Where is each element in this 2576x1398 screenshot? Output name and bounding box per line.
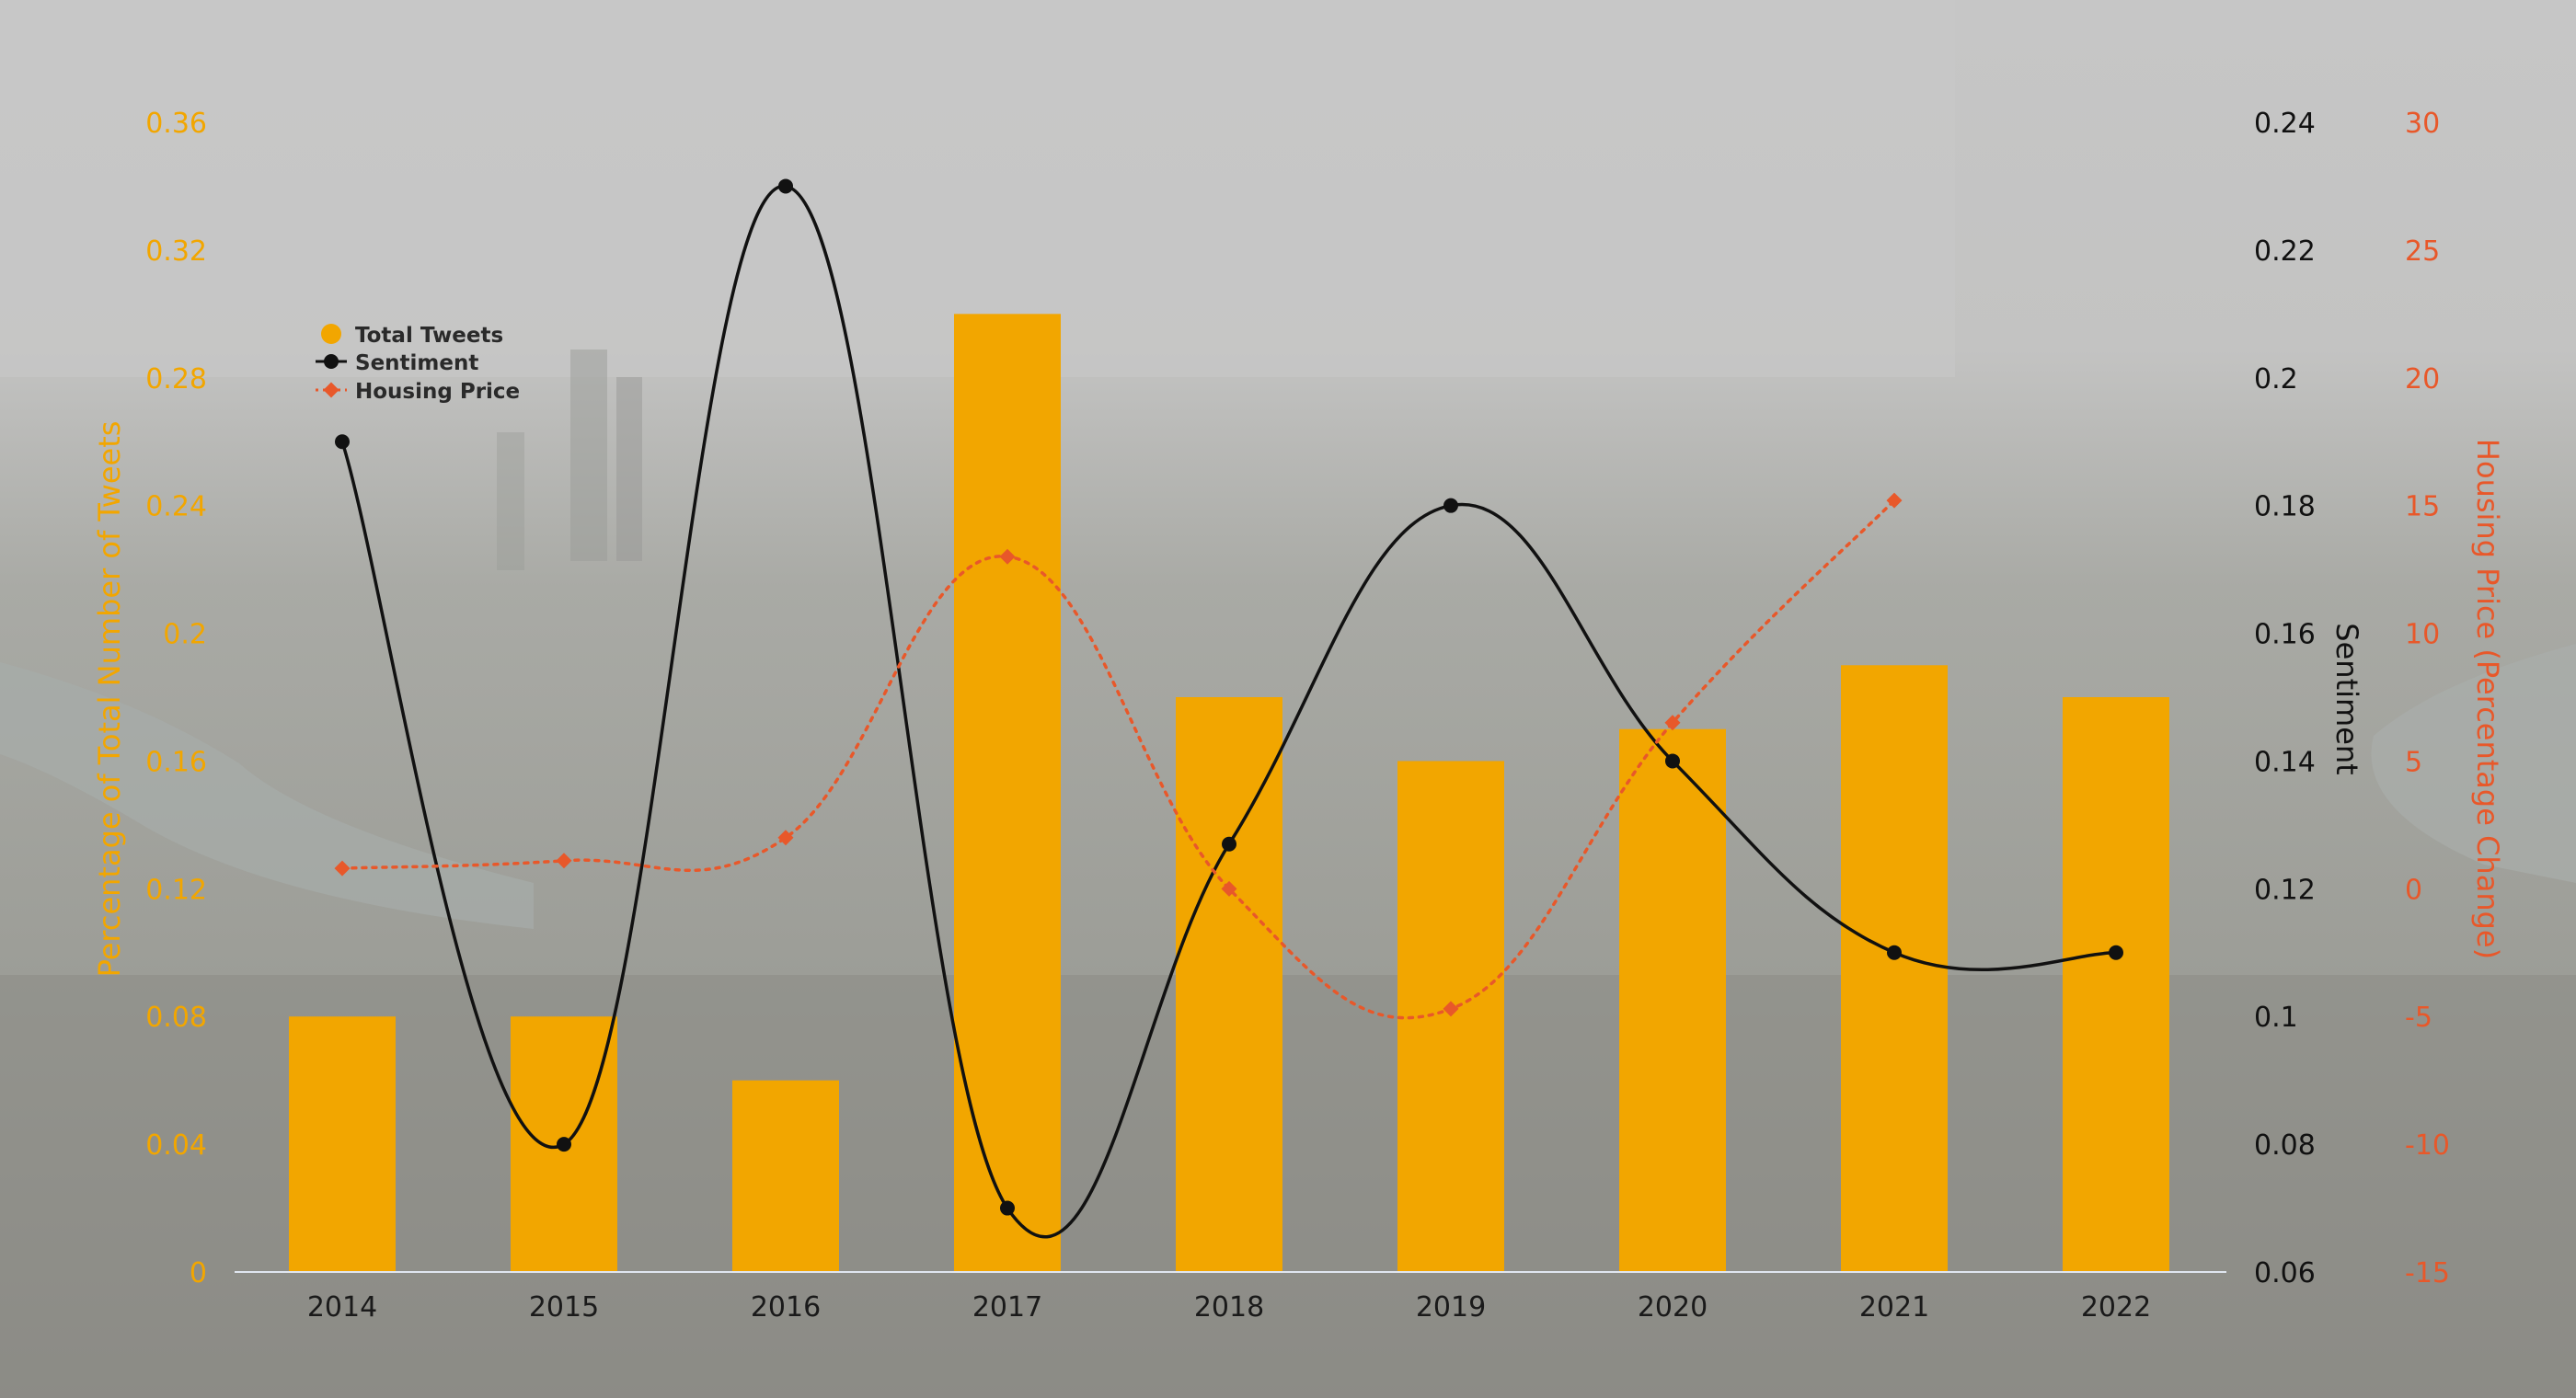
housing-point-2018 — [1221, 880, 1237, 897]
housing-price-points — [334, 492, 1903, 1017]
left-axis-ticks: 0 0.04 0.08 0.12 0.16 0.2 0.24 0.28 0.32 0.36 — [145, 108, 207, 1289]
sentiment-tick-label: 0.14 — [2254, 746, 2316, 778]
sentiment-point-2019 — [1443, 498, 1458, 513]
left-tick-label: 0.32 — [145, 235, 207, 268]
housing-price-line — [340, 498, 1896, 1020]
legend-sentiment-marker — [324, 354, 339, 369]
housing-point-2014 — [334, 860, 351, 877]
sentiment-tick-label: 0.1 — [2254, 1002, 2298, 1034]
x-axis-ticks: 2014 2015 2016 2017 2018 2019 2020 2021 2022 — [307, 1291, 2151, 1324]
housing-tick-label: 10 — [2405, 619, 2440, 651]
x-tick-label: 2017 — [972, 1291, 1042, 1324]
x-tick-label: 2018 — [1194, 1291, 1264, 1324]
housing-point-2021 — [1886, 492, 1903, 509]
sentiment-tick-label: 0.06 — [2254, 1257, 2316, 1289]
housing-tick-label: 30 — [2405, 108, 2440, 140]
left-tick-label: 0.36 — [145, 108, 207, 140]
housing-tick-label: 0 — [2405, 874, 2422, 906]
sentiment-axis-label: Sentiment — [2329, 623, 2364, 774]
left-tick-label: 0.08 — [145, 1002, 207, 1034]
legend-total-tweets-marker — [321, 324, 341, 344]
sentiment-points — [335, 178, 2123, 1216]
housing-point-2019 — [1443, 1001, 1459, 1017]
x-tick-label: 2020 — [1638, 1291, 1708, 1324]
sentiment-point-2020 — [1665, 753, 1680, 769]
legend-total-tweets-label: Total Tweets — [355, 324, 503, 348]
sentiment-point-2017 — [1000, 1200, 1015, 1216]
sentiment-tick-label: 0.12 — [2254, 874, 2316, 906]
sentiment-tick-label: 0.16 — [2254, 619, 2316, 651]
housing-axis-label: Housing Price (Percentage Change) — [2470, 439, 2505, 959]
bar-series-total-tweets — [289, 314, 2169, 1272]
left-tick-label: 0.28 — [145, 363, 207, 395]
left-tick-label: 0.24 — [145, 491, 207, 523]
sentiment-point-2016 — [778, 178, 793, 194]
sentiment-tick-label: 0.08 — [2254, 1129, 2316, 1162]
housing-point-2017 — [999, 548, 1016, 565]
housing-tick-label: 5 — [2405, 746, 2422, 778]
bar-2022 — [2063, 697, 2169, 1272]
bar-2021 — [1841, 665, 1948, 1272]
housing-tick-label: -15 — [2405, 1257, 2450, 1289]
bar-2017 — [954, 314, 1061, 1272]
bar-2020 — [1619, 728, 1726, 1272]
left-tick-label: 0.16 — [145, 746, 207, 778]
x-tick-label: 2019 — [1416, 1291, 1486, 1324]
x-tick-label: 2016 — [751, 1291, 821, 1324]
sentiment-tick-label: 0.18 — [2254, 491, 2316, 523]
left-tick-label: 0.12 — [145, 874, 207, 906]
sentiment-point-2022 — [2109, 945, 2123, 960]
x-tick-label: 2021 — [1859, 1291, 1929, 1324]
bar-2016 — [732, 1080, 839, 1272]
left-axis-label: Percentage of Total Number of Tweets — [92, 421, 127, 978]
sentiment-point-2018 — [1222, 836, 1236, 852]
legend-sentiment-label: Sentiment — [355, 351, 478, 375]
housing-tick-label: 25 — [2405, 235, 2440, 268]
housing-tick-label: 15 — [2405, 491, 2440, 523]
sentiment-point-2021 — [1887, 945, 1902, 960]
housing-tick-label: -10 — [2405, 1129, 2450, 1162]
sentiment-point-2015 — [557, 1137, 571, 1152]
left-tick-label: 0.04 — [145, 1129, 207, 1162]
sentiment-line — [340, 184, 2117, 1239]
sentiment-tick-label: 0.2 — [2254, 363, 2298, 395]
left-tick-label: 0 — [190, 1257, 207, 1289]
housing-tick-label: 20 — [2405, 363, 2440, 395]
left-tick-label: 0.2 — [163, 619, 207, 651]
x-tick-label: 2022 — [2081, 1291, 2151, 1324]
legend-housing-label: Housing Price — [355, 380, 520, 404]
legend-housing-marker — [323, 382, 339, 398]
housing-point-2015 — [556, 853, 572, 869]
bar-2014 — [289, 1016, 396, 1272]
sentiment-tick-label: 0.22 — [2254, 235, 2316, 268]
housing-point-2020 — [1664, 715, 1681, 731]
housing-tick-label: -5 — [2405, 1002, 2432, 1034]
bar-2018 — [1176, 697, 1282, 1272]
sentiment-point-2014 — [335, 434, 350, 450]
x-tick-label: 2015 — [529, 1291, 599, 1324]
housing-axis-ticks: -15 -10 -5 0 5 10 15 20 25 30 — [2405, 108, 2450, 1289]
legend: Total Tweets Sentiment Housing Price — [316, 324, 520, 404]
sentiment-tick-label: 0.24 — [2254, 108, 2316, 140]
x-tick-label: 2014 — [307, 1291, 377, 1324]
sentiment-axis-ticks: 0.06 0.08 0.1 0.12 0.14 0.16 0.18 0.2 0.22 0.24 — [2254, 108, 2316, 1289]
housing-point-2016 — [777, 830, 794, 846]
